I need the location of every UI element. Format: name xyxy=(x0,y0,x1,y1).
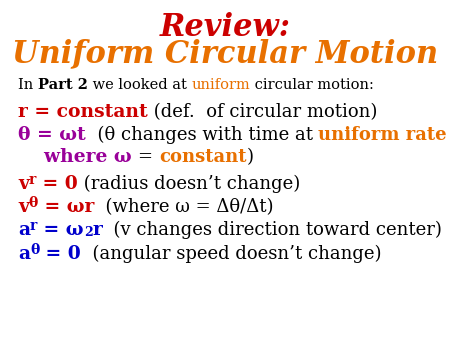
Text: r: r xyxy=(93,221,103,239)
Text: =: = xyxy=(138,148,159,166)
Text: where ω: where ω xyxy=(18,148,138,166)
Text: = ωr: = ωr xyxy=(38,198,94,216)
Text: v: v xyxy=(18,175,29,193)
Text: = 0: = 0 xyxy=(36,175,78,193)
Text: constant: constant xyxy=(159,148,247,166)
Text: θ: θ xyxy=(30,243,39,257)
Text: a: a xyxy=(18,245,30,263)
Text: θ: θ xyxy=(29,196,38,210)
Text: (angular speed doesn’t change): (angular speed doesn’t change) xyxy=(81,245,382,263)
Text: (v changes direction toward center): (v changes direction toward center) xyxy=(103,221,442,239)
Text: = 0: = 0 xyxy=(39,245,81,263)
Text: r = constant: r = constant xyxy=(18,103,148,121)
Text: r: r xyxy=(30,219,37,233)
Text: (θ changes with time at: (θ changes with time at xyxy=(86,126,319,144)
Text: Uniform Circular Motion: Uniform Circular Motion xyxy=(12,38,438,69)
Text: we looked at: we looked at xyxy=(88,78,191,92)
Text: ): ) xyxy=(247,148,253,166)
Text: = ω: = ω xyxy=(37,221,84,239)
Text: (def.  of circular motion): (def. of circular motion) xyxy=(148,103,377,121)
Text: Review:: Review: xyxy=(159,12,291,43)
Text: (where ω = Δθ/Δt): (where ω = Δθ/Δt) xyxy=(94,198,274,216)
Text: Part 2: Part 2 xyxy=(38,78,88,92)
Text: (radius doesn’t change): (radius doesn’t change) xyxy=(78,175,300,193)
Text: circular motion:: circular motion: xyxy=(250,78,374,92)
Text: v: v xyxy=(18,198,29,216)
Text: In: In xyxy=(18,78,38,92)
Text: 2: 2 xyxy=(84,226,93,239)
Text: θ = ωt: θ = ωt xyxy=(18,126,86,144)
Text: uniform rate: uniform rate xyxy=(319,126,447,144)
Text: a: a xyxy=(18,221,30,239)
Text: r: r xyxy=(29,173,36,187)
Text: uniform: uniform xyxy=(191,78,250,92)
